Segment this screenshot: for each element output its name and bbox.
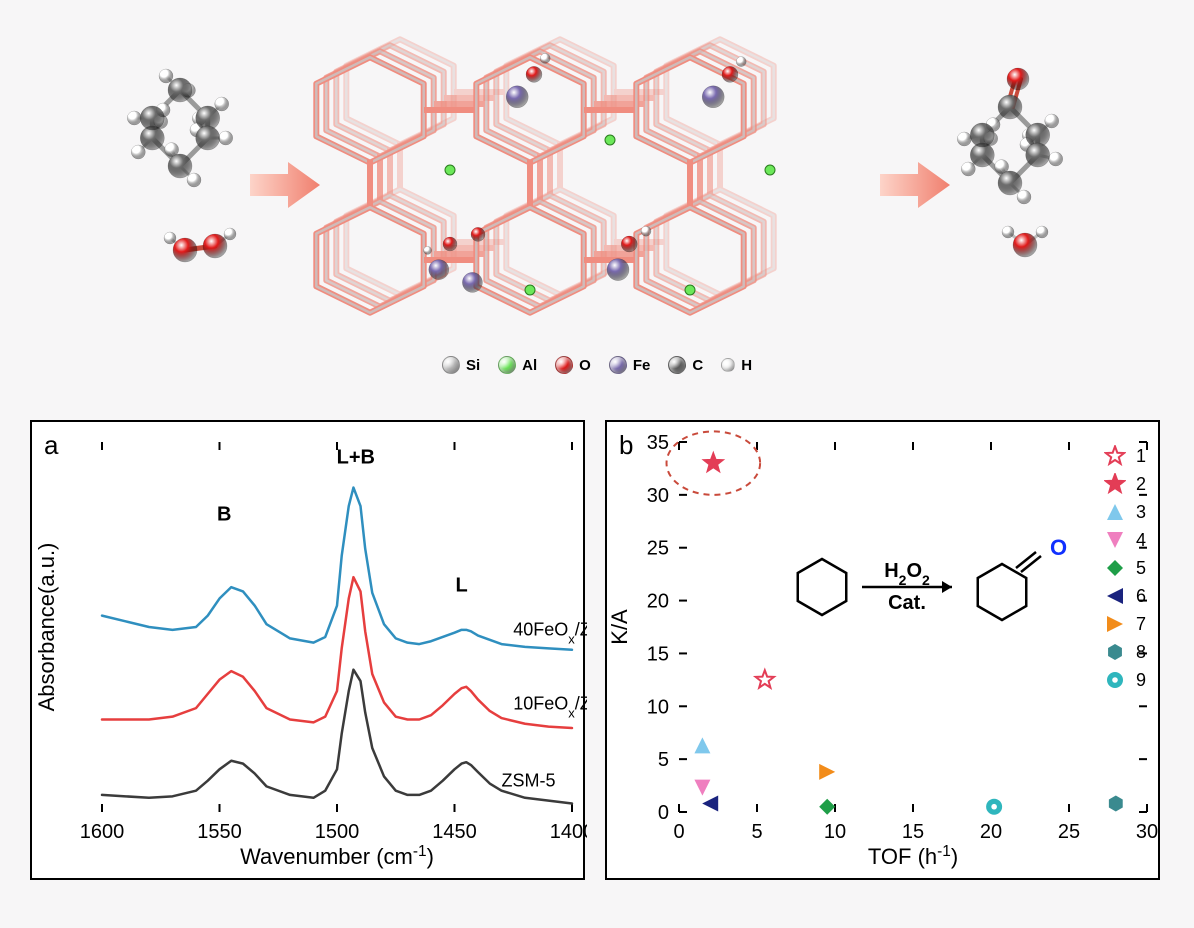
atom-legend-sphere (498, 356, 516, 374)
svg-text:1450: 1450 (432, 821, 477, 843)
legend-marker-label: 9 (1136, 665, 1146, 696)
legend-marker-icon (1104, 641, 1126, 663)
legend-marker-icon (1104, 501, 1126, 523)
atom-legend-item: O (555, 356, 591, 374)
atom-legend-label: O (579, 357, 591, 374)
svg-text:O: O (1050, 537, 1067, 560)
svg-text:Cat.: Cat. (888, 592, 926, 614)
atom-legend-item: C (668, 356, 703, 374)
legend-marker-label: 3 (1136, 497, 1146, 528)
svg-text:L+B: L+B (337, 446, 375, 468)
svg-text:15: 15 (647, 643, 669, 665)
svg-text:1600: 1600 (80, 821, 125, 843)
svg-text:20: 20 (980, 821, 1002, 843)
svg-text:Absorbance(a.u.): Absorbance(a.u.) (34, 543, 59, 712)
atom-legend-label: Fe (633, 357, 651, 374)
cyclohexane-molecule (110, 50, 250, 190)
legend-marker-label: 8 (1136, 637, 1146, 668)
legend-marker-label: 5 (1136, 553, 1146, 584)
svg-text:10: 10 (824, 821, 846, 843)
zeolite-framework (310, 20, 870, 340)
atom-legend-label: H (741, 357, 752, 374)
atom-legend-sphere (555, 356, 573, 374)
svg-text:5: 5 (658, 749, 669, 771)
legend-marker-label: 7 (1136, 609, 1146, 640)
panel-b-legend-item: 2 (1104, 470, 1146, 498)
panel-a-label: a (44, 430, 58, 461)
panel-b-legend-item: 7 (1104, 610, 1146, 638)
atom-legend-label: Si (466, 357, 480, 374)
legend-marker-icon (1104, 557, 1126, 579)
reaction-inset-svg: H2O2 Cat. O (782, 537, 1082, 627)
panel-b-legend-item: 1 (1104, 442, 1146, 470)
reaction-schematic: Si Al O Fe C H (60, 10, 1134, 380)
panel-b-legend-item: 6 (1104, 582, 1146, 610)
svg-text:10FeOx/ZSM-5: 10FeOx/ZSM-5 (513, 694, 587, 721)
panel-b-legend-item: 5 (1104, 554, 1146, 582)
legend-marker-label: 6 (1136, 581, 1146, 612)
atom-legend-sphere (442, 356, 460, 374)
svg-text:B: B (217, 503, 231, 525)
svg-text:0: 0 (673, 821, 684, 843)
svg-text:15: 15 (902, 821, 924, 843)
atom-legend-sphere (609, 356, 627, 374)
svg-text:5: 5 (751, 821, 762, 843)
panel-b-legend-item: 3 (1104, 498, 1146, 526)
svg-text:H2O2: H2O2 (884, 560, 930, 588)
atom-legend-sphere (721, 358, 735, 372)
atom-legend-sphere (668, 356, 686, 374)
svg-text:1550: 1550 (197, 821, 242, 843)
legend-marker-icon (1104, 669, 1126, 691)
atom-legend-item: Si (442, 356, 480, 374)
legend-marker-icon (1104, 613, 1126, 635)
svg-text:20: 20 (647, 591, 669, 613)
panel-b-legend: 123456789 (1104, 442, 1146, 694)
h2o-molecule (980, 210, 1070, 270)
panel-b-legend-item: 9 (1104, 666, 1146, 694)
legend-marker-label: 1 (1136, 441, 1146, 472)
svg-text:10: 10 (647, 696, 669, 718)
svg-text:1500: 1500 (315, 821, 360, 843)
atom-legend-label: Al (522, 357, 537, 374)
panel-b-label: b (619, 430, 633, 461)
atom-legend: Si Al O Fe C H (60, 350, 1134, 380)
atom-legend-item: H (721, 357, 752, 374)
legend-marker-label: 2 (1136, 469, 1146, 500)
panel-b-legend-item: 4 (1104, 526, 1146, 554)
panel-b-plot: 05101520253005101520253035K/ATOF (h-1) (607, 422, 1162, 882)
cyclohexanone-molecule (940, 50, 1080, 210)
svg-text:TOF (h-1): TOF (h-1) (868, 843, 958, 870)
panel-a-plot: 1600 1550 1500 1450 1400 Absorbance(a.u.) Wave… (32, 422, 587, 882)
legend-marker-icon (1104, 585, 1126, 607)
svg-text:L: L (455, 574, 467, 596)
legend-marker-icon (1104, 529, 1126, 551)
svg-text:25: 25 (647, 538, 669, 560)
panel-b: b 05101520253005101520253035K/ATOF (h-1)… (605, 420, 1160, 880)
atom-legend-item: Al (498, 356, 537, 374)
svg-text:1400: 1400 (550, 821, 587, 843)
legend-marker-label: 4 (1136, 525, 1146, 556)
panel-b-reaction-inset: H2O2 Cat. O (782, 537, 1082, 627)
panel-b-legend-item: 8 (1104, 638, 1146, 666)
svg-text:30: 30 (1136, 821, 1158, 843)
svg-text:0: 0 (658, 802, 669, 824)
legend-marker-icon (1104, 473, 1126, 495)
legend-marker-icon (1104, 445, 1126, 467)
plot-row: a 16001550150014501400Absorbance(a.u.)Wa… (30, 420, 1164, 910)
svg-text:Wavenumber (cm-1): Wavenumber (cm-1) (240, 843, 434, 870)
svg-text:ZSM-5: ZSM-5 (502, 770, 556, 790)
svg-text:40FeOx/ZSM-5: 40FeOx/ZSM-5 (513, 620, 587, 647)
atom-legend-item: Fe (609, 356, 651, 374)
svg-text:35: 35 (647, 432, 669, 454)
svg-text:K/A: K/A (607, 609, 632, 645)
h2o2-molecule (150, 210, 260, 280)
atom-legend-label: C (692, 357, 703, 374)
panel-a: a 1600 1550 1500 1450 1400 Absorbance(a.u.) Wa… (30, 420, 585, 880)
figure-root: SiAlOFeCH a 16001550150014501400Absorban… (0, 0, 1194, 928)
svg-text:25: 25 (1058, 821, 1080, 843)
svg-text:30: 30 (647, 485, 669, 507)
